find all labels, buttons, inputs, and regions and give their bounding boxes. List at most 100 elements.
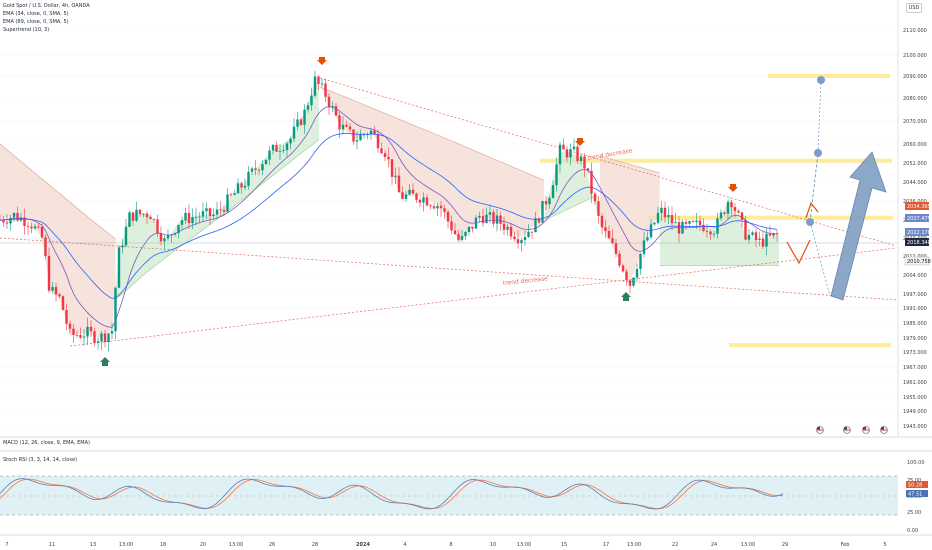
candle-body: [54, 287, 58, 295]
candle-body: [285, 143, 289, 151]
price-tick: 1979.000: [903, 336, 927, 342]
candle-body: [411, 189, 415, 194]
candle-body: [205, 208, 208, 212]
signal-markers: [100, 57, 738, 366]
price-tick: 2090.000: [903, 74, 927, 80]
supertrend-line: [544, 194, 598, 221]
time-axis[interactable]: 7 11 13 13:00 18 20 13:00 26 28 2024 4 8 10 13:00 15 17…: [5, 542, 886, 548]
candle-body: [611, 238, 614, 244]
candle-body: [264, 159, 268, 165]
candle-body: [313, 76, 317, 96]
candle-body: [149, 217, 152, 220]
candle-body: [709, 231, 712, 235]
ema34-legend[interactable]: EMA (34, close, 0, SMA, 5): [3, 11, 69, 17]
projection-dash-2: [817, 79, 822, 154]
candle-body: [233, 193, 236, 195]
candle-body: [159, 233, 163, 242]
candle-body: [551, 185, 555, 199]
supertrend-legend[interactable]: Supertrend (10, 3): [3, 27, 50, 33]
stoch-value-labels: 50.28 47.51: [906, 481, 928, 498]
stoch-tick: 25.00: [907, 510, 921, 516]
stoch-tick: 0.00: [907, 528, 918, 534]
candle-body: [712, 233, 716, 235]
candle-body: [583, 156, 586, 169]
candle-body: [30, 226, 33, 229]
candle-body: [390, 159, 394, 177]
candle-body: [737, 210, 740, 213]
candle-body: [324, 83, 327, 97]
time-tick: 24: [711, 542, 717, 548]
stoch-rsi-legend[interactable]: Stoch RSI (3, 3, 14, 14, close): [3, 457, 77, 463]
candle-body: [16, 213, 19, 221]
ema89-line: [0, 133, 778, 299]
candle-body: [565, 149, 569, 158]
candle-body: [495, 215, 499, 224]
candle-body: [488, 212, 492, 215]
candle-body: [51, 287, 54, 291]
price-label-box: [905, 228, 929, 236]
candle-body: [446, 211, 450, 222]
candle-body: [670, 214, 674, 224]
candle-body: [348, 126, 352, 130]
candle-body: [299, 119, 303, 125]
currency-button[interactable]: USD: [906, 3, 922, 13]
candle-body: [33, 226, 37, 229]
projection-dash-1: [809, 152, 819, 223]
candle-body: [362, 134, 366, 136]
sell-arrow-icon: [728, 184, 738, 192]
candle-body: [310, 95, 313, 106]
candle-body: [229, 194, 233, 196]
candle-body: [75, 334, 79, 336]
price-label-supertrend: 2010.758: [907, 259, 931, 265]
candle-body: [163, 238, 166, 242]
candle-body: [478, 216, 481, 218]
projection-dash-3: [809, 221, 831, 297]
candle-body: [768, 233, 772, 236]
candle-body: [289, 138, 292, 144]
candle-body: [37, 226, 40, 228]
candle-body: [12, 213, 16, 218]
candle-body: [404, 194, 408, 199]
candle-body: [723, 212, 726, 214]
candle-body: [93, 331, 96, 343]
candle-body: [663, 207, 667, 218]
stoch-tick: 100.00: [907, 460, 925, 466]
macd-legend[interactable]: MACD (12, 26, close, 9, EMA, EMA): [3, 440, 90, 446]
candle-body: [418, 199, 422, 203]
candle-body: [198, 216, 201, 218]
candle-body: [366, 134, 369, 136]
candle-body: [761, 238, 765, 247]
candle-body: [607, 231, 611, 239]
candle-body: [254, 168, 257, 170]
supertrend-line: [115, 139, 320, 299]
candle-body: [0, 220, 2, 221]
stoch-rsi-panel: [0, 475, 898, 516]
candle-body: [586, 168, 590, 171]
candle-body: [296, 119, 299, 127]
supertrend-line: [599, 155, 660, 174]
candle-body: [621, 265, 625, 272]
ema89-legend[interactable]: EMA (89, close, 0, SMA, 5): [3, 19, 69, 25]
projection-up-small: [805, 201, 819, 219]
candle-body: [775, 232, 779, 234]
candle-body: [107, 333, 110, 342]
candle-body: [471, 226, 474, 229]
annotation-trend-decrease-lower: trend decrease: [502, 275, 548, 287]
candle-body: [649, 224, 653, 238]
candle-body: [373, 130, 376, 135]
candle-body: [345, 124, 348, 127]
time-tick: Feb: [841, 542, 850, 548]
candle-body: [331, 106, 334, 108]
candle-body: [516, 239, 520, 244]
candle-body: [334, 106, 338, 116]
projection-drawings: [786, 76, 887, 301]
price-tick: 2080.000: [903, 96, 927, 102]
candle-body: [432, 206, 436, 209]
candle-body: [576, 146, 579, 162]
candle-body: [765, 233, 768, 247]
time-tick: 15: [561, 542, 567, 548]
price-tick: 1997.000: [903, 292, 927, 298]
target-point: [814, 149, 822, 157]
candle-body: [415, 193, 418, 200]
